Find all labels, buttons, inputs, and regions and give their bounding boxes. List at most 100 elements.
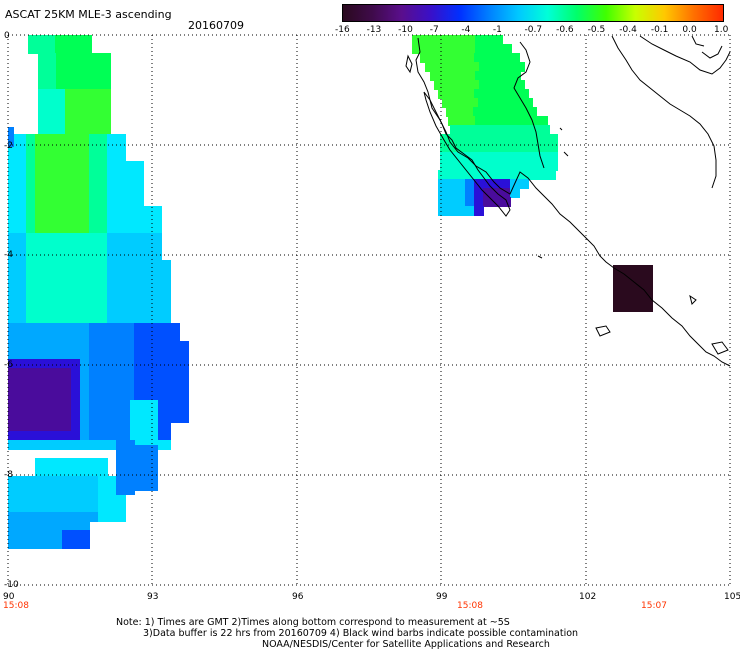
swath-cell (17, 278, 27, 288)
swath-cell (98, 143, 108, 153)
swath-cell (35, 377, 45, 387)
swath-cell (139, 454, 149, 464)
swath-cell (488, 80, 498, 90)
swath-cell (512, 134, 522, 144)
swath-cell (62, 170, 72, 180)
swath-cell (456, 179, 466, 189)
swath-cell (17, 512, 27, 522)
swath-cell (62, 512, 72, 522)
colorbar-label: -10 (398, 25, 413, 35)
swath-cell (518, 107, 528, 117)
swath-cell (485, 143, 495, 153)
swath-cell (449, 134, 459, 144)
swath-cell (442, 98, 452, 108)
swath-cell (143, 206, 153, 216)
swath-cell (80, 197, 90, 207)
swath-cell (56, 53, 66, 63)
swath-cell (65, 125, 75, 135)
swath-cell (8, 521, 18, 531)
swath-cell (497, 62, 507, 72)
swath-cell (130, 409, 140, 419)
time-label: 15:07 (641, 601, 667, 611)
swath-cell (44, 233, 54, 243)
swath-cell (452, 80, 462, 90)
coastline-segment (711, 341, 729, 355)
swath-cell (89, 224, 99, 234)
swath-cell (447, 206, 457, 216)
swath-cell (35, 287, 45, 297)
swath-cell (502, 71, 512, 81)
swath-cell (8, 350, 18, 360)
swath-cell (143, 314, 153, 324)
swath-cell (89, 404, 99, 414)
swath-cell (483, 89, 493, 99)
swath-cell (62, 305, 72, 315)
swath-cell (53, 458, 63, 468)
swath-cell (152, 287, 162, 297)
swath-cell (511, 116, 521, 126)
swath-cell (170, 359, 180, 369)
swath-cell (134, 188, 144, 198)
swath-cell (17, 485, 27, 495)
swath-cell (53, 467, 63, 477)
swath-cell (89, 476, 99, 486)
coastline-segment (689, 294, 697, 305)
swath-cell (89, 287, 99, 297)
swath-cell (107, 485, 117, 495)
swath-cell (98, 242, 108, 252)
swath-cell (438, 89, 448, 99)
swath-cell (98, 224, 108, 234)
swath-cell (46, 44, 56, 54)
swath-cell (116, 386, 126, 396)
swath-cell (496, 98, 506, 108)
swath-cell (125, 251, 135, 261)
swath-cell (107, 368, 117, 378)
swath-cell (152, 206, 162, 216)
swath-cell (613, 265, 653, 312)
swath-cell (8, 485, 18, 495)
swath-cell (74, 62, 84, 72)
swath-cell (80, 233, 90, 243)
swath-cell (44, 467, 54, 477)
swath-cell (468, 125, 478, 135)
swath-cell (107, 134, 117, 144)
swath-cell (116, 350, 126, 360)
swath-cell (80, 278, 90, 288)
swath-cell (47, 98, 57, 108)
swath-cell (412, 35, 422, 45)
x-axis-label: 96 (292, 592, 304, 602)
swath-cell (62, 179, 72, 189)
swath-cell (17, 143, 27, 153)
swath-cell (56, 89, 66, 99)
swath-cell (38, 53, 48, 63)
swath-cell (116, 512, 126, 522)
swath-cell (71, 440, 81, 450)
swath-cell (71, 188, 81, 198)
swath-cell (17, 530, 27, 540)
swath-cell (116, 179, 126, 189)
swath-cell (44, 179, 54, 189)
swath-cell (80, 170, 90, 180)
swath-cell (484, 71, 494, 81)
note-line-3: NOAA/NESDIS/Center for Satellite Applica… (262, 639, 550, 650)
swath-cell (26, 323, 36, 333)
swath-cell (134, 269, 144, 279)
swath-cell (486, 125, 496, 135)
swath-cell (430, 44, 440, 54)
swath-cell (92, 89, 102, 99)
swath-cell (452, 62, 462, 72)
product-date: 20160709 (188, 19, 244, 32)
swath-cell (500, 107, 510, 117)
swath-cell (44, 260, 54, 270)
swath-cell (8, 368, 18, 378)
swath-cell (83, 62, 93, 72)
swath-cell (548, 161, 558, 171)
swath-cell (35, 386, 45, 396)
swath-cell (148, 400, 158, 410)
swath-cell (35, 530, 45, 540)
swath-cell (80, 224, 90, 234)
swath-cell (465, 179, 475, 189)
swath-cell (80, 332, 90, 342)
swath-cell (35, 314, 45, 324)
swath-cell (17, 368, 27, 378)
